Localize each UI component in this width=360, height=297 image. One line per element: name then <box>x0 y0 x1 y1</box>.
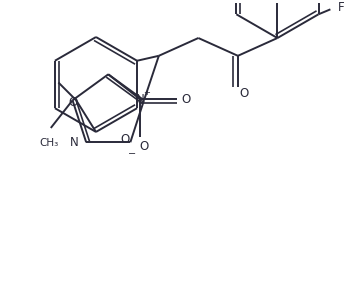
Text: O: O <box>182 93 191 105</box>
Text: O: O <box>239 87 248 100</box>
Text: F: F <box>338 1 345 14</box>
Text: CH₃: CH₃ <box>39 138 58 148</box>
Text: −: − <box>128 149 136 159</box>
Text: N: N <box>135 93 144 105</box>
Text: N: N <box>69 136 78 149</box>
Text: O: O <box>121 133 130 146</box>
Text: O: O <box>139 140 148 153</box>
Text: +: + <box>143 88 150 97</box>
Text: O: O <box>69 96 78 109</box>
